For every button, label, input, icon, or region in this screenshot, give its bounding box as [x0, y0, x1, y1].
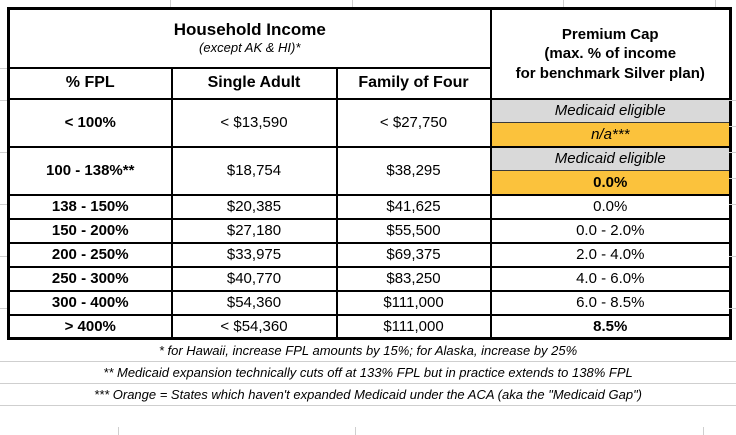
cell-fpl-300-400: 300 - 400% — [7, 289, 173, 316]
col-header-single-adult: Single Adult — [170, 66, 338, 100]
cell-single-adult: $33,975 — [170, 241, 338, 268]
sheet-gridline — [355, 427, 356, 435]
footnote-hawaii-alaska: * for Hawaii, increase FPL amounts by 15… — [0, 340, 736, 362]
sheet-gridline — [0, 152, 7, 153]
cell-single-adult: < $13,590 — [170, 97, 338, 148]
cell-premium-medicaid-gap: 0.0% — [489, 170, 732, 196]
col-header-family-of-four: Family of Four — [335, 66, 492, 100]
cell-premium-cap: 6.0 - 8.5% — [489, 289, 732, 316]
sheet-gridline — [170, 0, 171, 7]
cell-fpl-138-150: 138 - 150% — [7, 193, 173, 220]
cell-fpl-250-300: 250 - 300% — [7, 265, 173, 292]
cell-single-adult: $54,360 — [170, 289, 338, 316]
cell-family-of-four: $55,500 — [335, 217, 492, 244]
cell-premium-medicaid-gap: n/a*** — [489, 122, 732, 148]
sheet-gridline — [703, 427, 704, 435]
cell-premium-cap: 0.0 - 2.0% — [489, 217, 732, 244]
sheet-gridline — [118, 427, 119, 435]
footnote-medicaid-gap: *** Orange = States which haven't expand… — [0, 384, 736, 406]
cell-single-adult: $18,754 — [170, 145, 338, 196]
sheet-gridline — [729, 178, 736, 179]
sheet-gridline — [729, 126, 736, 127]
cell-fpl-under-100: < 100% — [7, 97, 173, 148]
cell-family-of-four: $83,250 — [335, 265, 492, 292]
sheet-gridline — [729, 152, 736, 153]
cell-premium-cap: 2.0 - 4.0% — [489, 241, 732, 268]
cell-fpl-150-200: 150 - 200% — [7, 217, 173, 244]
cell-premium-medicaid-eligible: Medicaid eligible — [489, 145, 732, 171]
cell-fpl-over-400: > 400% — [7, 313, 173, 340]
sheet-gridline — [729, 100, 736, 101]
sheet-gridline — [715, 0, 716, 7]
household-income-header-cell: Household Income (except AK & HI)* — [7, 7, 492, 69]
sheet-gridline — [0, 204, 7, 205]
cell-family-of-four: $38,295 — [335, 145, 492, 196]
sheet-gridline — [563, 0, 564, 7]
cell-premium-cap: 0.0% — [489, 193, 732, 220]
sheet-gridline — [729, 308, 736, 309]
sheet-gridline — [0, 308, 7, 309]
cell-premium-cap: 4.0 - 6.0% — [489, 265, 732, 292]
sheet-gridline — [352, 0, 353, 7]
sheet-gridline — [729, 256, 736, 257]
footnote-medicaid-expansion: ** Medicaid expansion technically cuts o… — [0, 362, 736, 384]
cell-family-of-four: $41,625 — [335, 193, 492, 220]
col-header-fpl: % FPL — [7, 66, 173, 100]
cell-family-of-four: < $27,750 — [335, 97, 492, 148]
cell-single-adult: < $54,360 — [170, 313, 338, 340]
cell-single-adult: $40,770 — [170, 265, 338, 292]
footnotes: * for Hawaii, increase FPL amounts by 15… — [0, 340, 736, 406]
cell-family-of-four: $111,000 — [335, 289, 492, 316]
sheet-gridline — [729, 204, 736, 205]
cell-premium-medicaid-eligible: Medicaid eligible — [489, 97, 732, 123]
cell-premium-cap: 8.5% — [489, 313, 732, 340]
cell-single-adult: $27,180 — [170, 217, 338, 244]
cell-family-of-four: $69,375 — [335, 241, 492, 268]
premium-cap-header-cell: Premium Cap (max. % of income for benchm… — [489, 7, 732, 100]
cell-fpl-100-138: 100 - 138%** — [7, 145, 173, 196]
household-income-title: Household Income — [173, 19, 326, 39]
fpl-premium-table: Household Income (except AK & HI)* Premi… — [7, 7, 732, 340]
sheet-gridline — [0, 68, 7, 69]
cell-family-of-four: $111,000 — [335, 313, 492, 340]
sheet-gridline — [0, 100, 7, 101]
cell-fpl-200-250: 200 - 250% — [7, 241, 173, 268]
cell-single-adult: $20,385 — [170, 193, 338, 220]
sheet-gridline — [0, 256, 7, 257]
household-income-subtitle: (except AK & HI)* — [199, 40, 301, 56]
